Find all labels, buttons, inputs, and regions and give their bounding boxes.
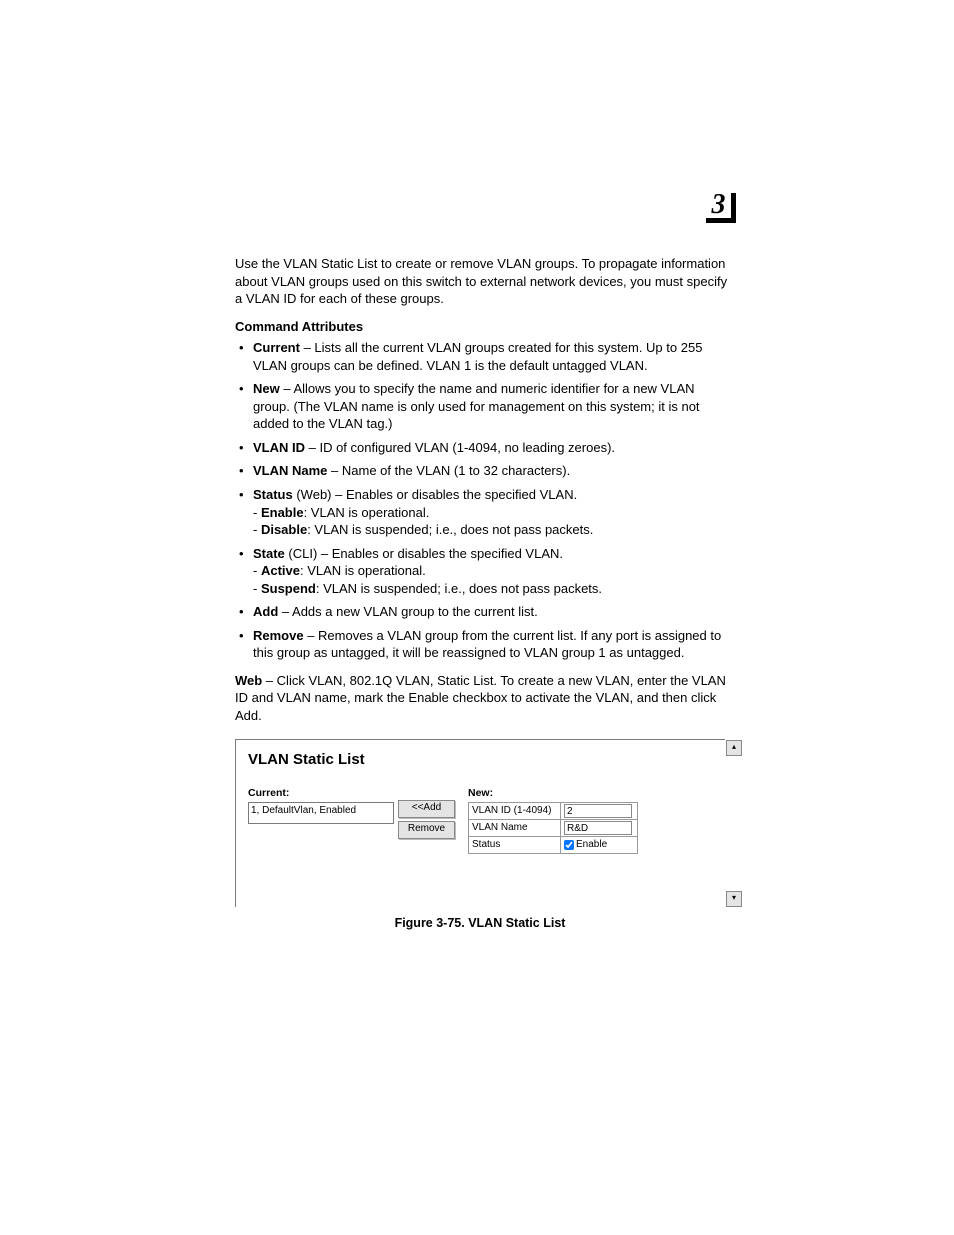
enable-label: Enable (576, 839, 607, 850)
attr-add: Add – Adds a new VLAN group to the curre… (235, 603, 734, 621)
attr-state: State (CLI) – Enables or disables the sp… (235, 545, 734, 598)
attr-vlan-name: VLAN Name – Name of the VLAN (1 to 32 ch… (235, 462, 734, 480)
vlan-id-input[interactable]: 2 (564, 804, 632, 818)
attr-term: Current (253, 340, 300, 355)
attr-term: State (253, 546, 285, 561)
attr-desc: – Enables or disables the specified VLAN… (317, 546, 563, 561)
scrollbar[interactable]: ▴ ▾ (726, 740, 742, 907)
attr-desc: – Lists all the current VLAN groups crea… (253, 340, 702, 373)
intro-paragraph: Use the VLAN Static List to create or re… (235, 255, 734, 308)
attribute-list: Current – Lists all the current VLAN gro… (235, 339, 734, 662)
attr-remove: Remove – Removes a VLAN group from the c… (235, 627, 734, 662)
attr-sub-active: - Active: VLAN is operational. (253, 562, 734, 580)
attr-desc: – Removes a VLAN group from the current … (253, 628, 721, 661)
new-vlan-table: VLAN ID (1-4094) 2 VLAN Name R&D Status … (468, 802, 638, 854)
current-label: Current: (248, 786, 398, 800)
section-heading: Command Attributes (235, 318, 734, 336)
web-lead: Web (235, 673, 262, 688)
attr-new: New – Allows you to specify the name and… (235, 380, 734, 433)
attr-desc: – Name of the VLAN (1 to 32 characters). (327, 463, 570, 478)
attr-term: VLAN ID (253, 440, 305, 455)
remove-button[interactable]: Remove (398, 821, 455, 839)
attr-sub-suspend: - Suspend: VLAN is suspended; i.e., does… (253, 580, 734, 598)
attr-sub-enable: - Enable: VLAN is operational. (253, 504, 734, 522)
new-label: New: (468, 786, 713, 800)
attr-desc: – Adds a new VLAN group to the current l… (278, 604, 537, 619)
current-listbox[interactable]: 1, DefaultVlan, Enabled (248, 802, 394, 824)
scroll-down-icon[interactable]: ▾ (726, 891, 742, 907)
vlan-id-label: VLAN ID (1-4094) (469, 803, 561, 820)
status-label: Status (469, 837, 561, 854)
scroll-up-icon[interactable]: ▴ (726, 740, 742, 756)
web-text: – Click VLAN, 802.1Q VLAN, Static List. … (235, 673, 726, 723)
chapter-number: 3 (712, 191, 726, 219)
vlan-name-input[interactable]: R&D (564, 821, 632, 835)
chapter-badge: 3 (706, 193, 736, 223)
attr-term: Remove (253, 628, 304, 643)
attr-context: (Web) (293, 487, 332, 502)
figure-vlan-static-list: ▴ ▾ VLAN Static List Current: 1, Default… (235, 739, 725, 907)
web-paragraph: Web – Click VLAN, 802.1Q VLAN, Static Li… (235, 672, 734, 725)
attr-context: (CLI) (285, 546, 318, 561)
attr-current: Current – Lists all the current VLAN gro… (235, 339, 734, 374)
enable-checkbox[interactable] (564, 840, 574, 850)
attr-status: Status (Web) – Enables or disables the s… (235, 486, 734, 539)
figure-title: VLAN Static List (248, 750, 713, 770)
add-button[interactable]: <<Add (398, 800, 455, 818)
attr-desc: – Allows you to specify the name and num… (253, 381, 700, 431)
attr-desc: – ID of configured VLAN (1-4094, no lead… (305, 440, 615, 455)
vlan-name-label: VLAN Name (469, 820, 561, 837)
attr-term: VLAN Name (253, 463, 327, 478)
attr-term: New (253, 381, 280, 396)
attr-desc: – Enables or disables the specified VLAN… (332, 487, 578, 502)
figure-caption: Figure 3-75. VLAN Static List (235, 915, 725, 932)
attr-sub-disable: - Disable: VLAN is suspended; i.e., does… (253, 521, 734, 539)
current-item: 1, DefaultVlan, Enabled (251, 805, 356, 816)
attr-term: Add (253, 604, 278, 619)
attr-vlan-id: VLAN ID – ID of configured VLAN (1-4094,… (235, 439, 734, 457)
attr-term: Status (253, 487, 293, 502)
